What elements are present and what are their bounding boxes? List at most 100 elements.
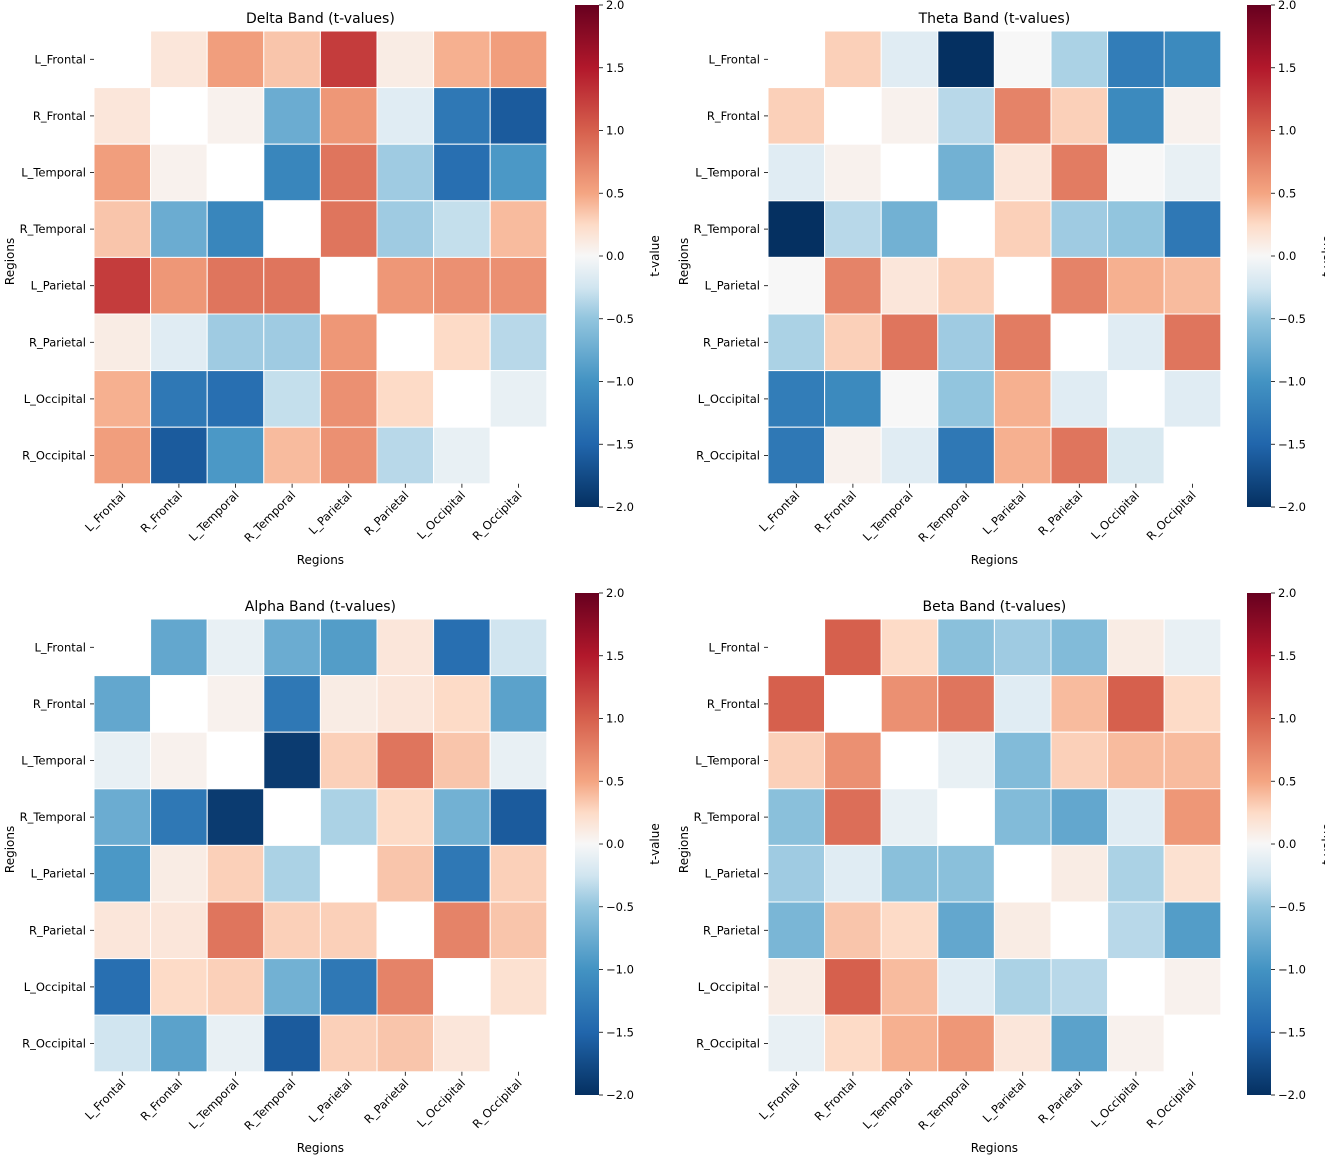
heatmap-cell — [1050, 256, 1109, 315]
y-tick-label: R_Parietal — [29, 335, 86, 349]
heatmap-panel-1: Delta Band (t-values)L_FrontalR_FrontalL… — [3, 0, 662, 567]
heatmap-cell — [767, 313, 826, 372]
heatmap-cell — [150, 731, 208, 790]
heatmap-cell — [93, 30, 152, 89]
heatmap-cell — [937, 731, 995, 790]
heatmap-cell — [319, 30, 378, 89]
heatmap-cell — [1163, 30, 1222, 89]
heatmap-cell — [824, 844, 882, 903]
heatmap-cell — [206, 256, 265, 315]
colorbar: 2.0 1.5 1.0 0.5 0.0 −0.5 −1.0 −1.5 −2.0 t-value — [1247, 0, 1325, 514]
heatmap-cell — [150, 958, 208, 1016]
heatmap-cell — [824, 370, 882, 428]
heatmap-cell — [824, 426, 882, 485]
heatmap-cell — [824, 87, 882, 145]
colorbar-tick-label: 1.0 — [1278, 124, 1296, 138]
heatmap-cell — [1163, 256, 1222, 315]
heatmap-cell — [824, 256, 882, 315]
heatmap-cell — [319, 844, 378, 903]
x-tick-label: R_Parietal — [361, 1076, 411, 1126]
colorbar-gradient — [1247, 5, 1271, 507]
x-axis-label: Regions — [297, 1141, 344, 1155]
heatmap-cell — [93, 87, 152, 145]
heatmap-cell — [1050, 958, 1109, 1016]
colorbar-label: t-value — [1320, 823, 1325, 865]
heatmap-cell — [206, 958, 265, 1016]
heatmap-cell — [937, 788, 995, 846]
heatmap-cell — [319, 313, 378, 372]
colorbar-tick-label: −2.0 — [1278, 500, 1306, 514]
heatmap-cell — [93, 958, 152, 1016]
heatmap-cell — [937, 370, 995, 428]
y-tick-label: R_Frontal — [33, 109, 86, 123]
heatmap-cell — [1107, 143, 1165, 202]
x-axis-label: Regions — [297, 553, 344, 567]
x-tick-label: R_Temporal — [241, 488, 298, 545]
heatmap-cell — [767, 143, 826, 202]
heatmap-cell — [206, 87, 265, 145]
heatmap-cell — [1107, 256, 1165, 315]
heatmap-cell — [1050, 87, 1109, 145]
colorbar-tick-label: 0.0 — [606, 837, 624, 851]
heatmap-cell — [206, 313, 265, 372]
colorbar-tick-label: 0.0 — [1278, 837, 1296, 851]
heatmap-cell — [150, 1014, 208, 1073]
heatmap-cell — [937, 30, 995, 89]
heatmap-cell — [376, 200, 435, 258]
heatmap-cell — [1107, 1014, 1165, 1073]
heatmap-cell — [937, 256, 995, 315]
y-axis-label: Regions — [3, 238, 17, 285]
y-tick-label: R_Frontal — [33, 697, 86, 711]
heatmap-cell — [433, 788, 491, 846]
x-tick-label: R_Frontal — [138, 1076, 185, 1123]
heatmap-cell — [489, 788, 548, 846]
x-axis-label: Regions — [971, 1141, 1018, 1155]
x-axis-label: Regions — [971, 553, 1018, 567]
heatmap-cell — [263, 1014, 321, 1073]
y-tick-label: L_Temporal — [695, 754, 760, 768]
heatmap-cell — [767, 675, 826, 733]
heatmap-cell — [1163, 675, 1222, 733]
heatmap-cell — [1050, 901, 1109, 960]
heatmap-cell — [150, 30, 208, 89]
heatmap-cell — [433, 844, 491, 903]
colorbar-gradient — [575, 5, 599, 507]
heatmap-cell — [93, 788, 152, 846]
heatmap-cell — [993, 426, 1052, 485]
heatmap-cell — [93, 370, 152, 428]
colorbar: 2.0 1.5 1.0 0.5 0.0 −0.5 −1.0 −1.5 −2.0 t-value — [575, 586, 662, 1102]
panel-title: Beta Band (t-values) — [923, 599, 1067, 615]
colorbar-tick-label: −1.5 — [1278, 1025, 1306, 1039]
heatmap-cell — [150, 256, 208, 315]
heatmap-cell — [433, 618, 491, 677]
heatmap-cell — [433, 256, 491, 315]
colorbar: 2.0 1.5 1.0 0.5 0.0 −0.5 −1.0 −1.5 −2.0 t-value — [1247, 586, 1325, 1102]
heatmap-cell — [1107, 30, 1165, 89]
heatmap-cell — [880, 958, 939, 1016]
heatmap-cell — [993, 143, 1052, 202]
heatmap-cell — [206, 426, 265, 485]
x-tick-label: L_Temporal — [860, 488, 916, 544]
heatmap-cell — [206, 844, 265, 903]
heatmap-cell — [206, 788, 265, 846]
heatmap-cell — [433, 30, 491, 89]
y-tick-label: L_Occipital — [24, 392, 86, 406]
x-tick-label: R_Occipital — [1144, 1076, 1199, 1131]
heatmap-cell — [93, 618, 152, 677]
heatmap-cell — [937, 426, 995, 485]
heatmap-cell — [206, 30, 265, 89]
colorbar-tick-label: −2.0 — [606, 1088, 634, 1102]
x-tick-label: R_Temporal — [241, 1076, 298, 1133]
y-axis-label: Regions — [3, 826, 17, 873]
heatmap-cell — [93, 1014, 152, 1073]
heatmap-cell — [489, 844, 548, 903]
heatmap-cell — [767, 901, 826, 960]
heatmap-cell — [1107, 731, 1165, 790]
heatmap-cell — [1107, 370, 1165, 428]
colorbar-tick-label: 1.5 — [606, 649, 624, 663]
heatmap-cell — [263, 426, 321, 485]
heatmap-cell — [824, 731, 882, 790]
colorbar-tick-label: 2.0 — [606, 586, 624, 600]
x-tick-label: R_Parietal — [1035, 1076, 1085, 1126]
heatmap-cell — [880, 143, 939, 202]
